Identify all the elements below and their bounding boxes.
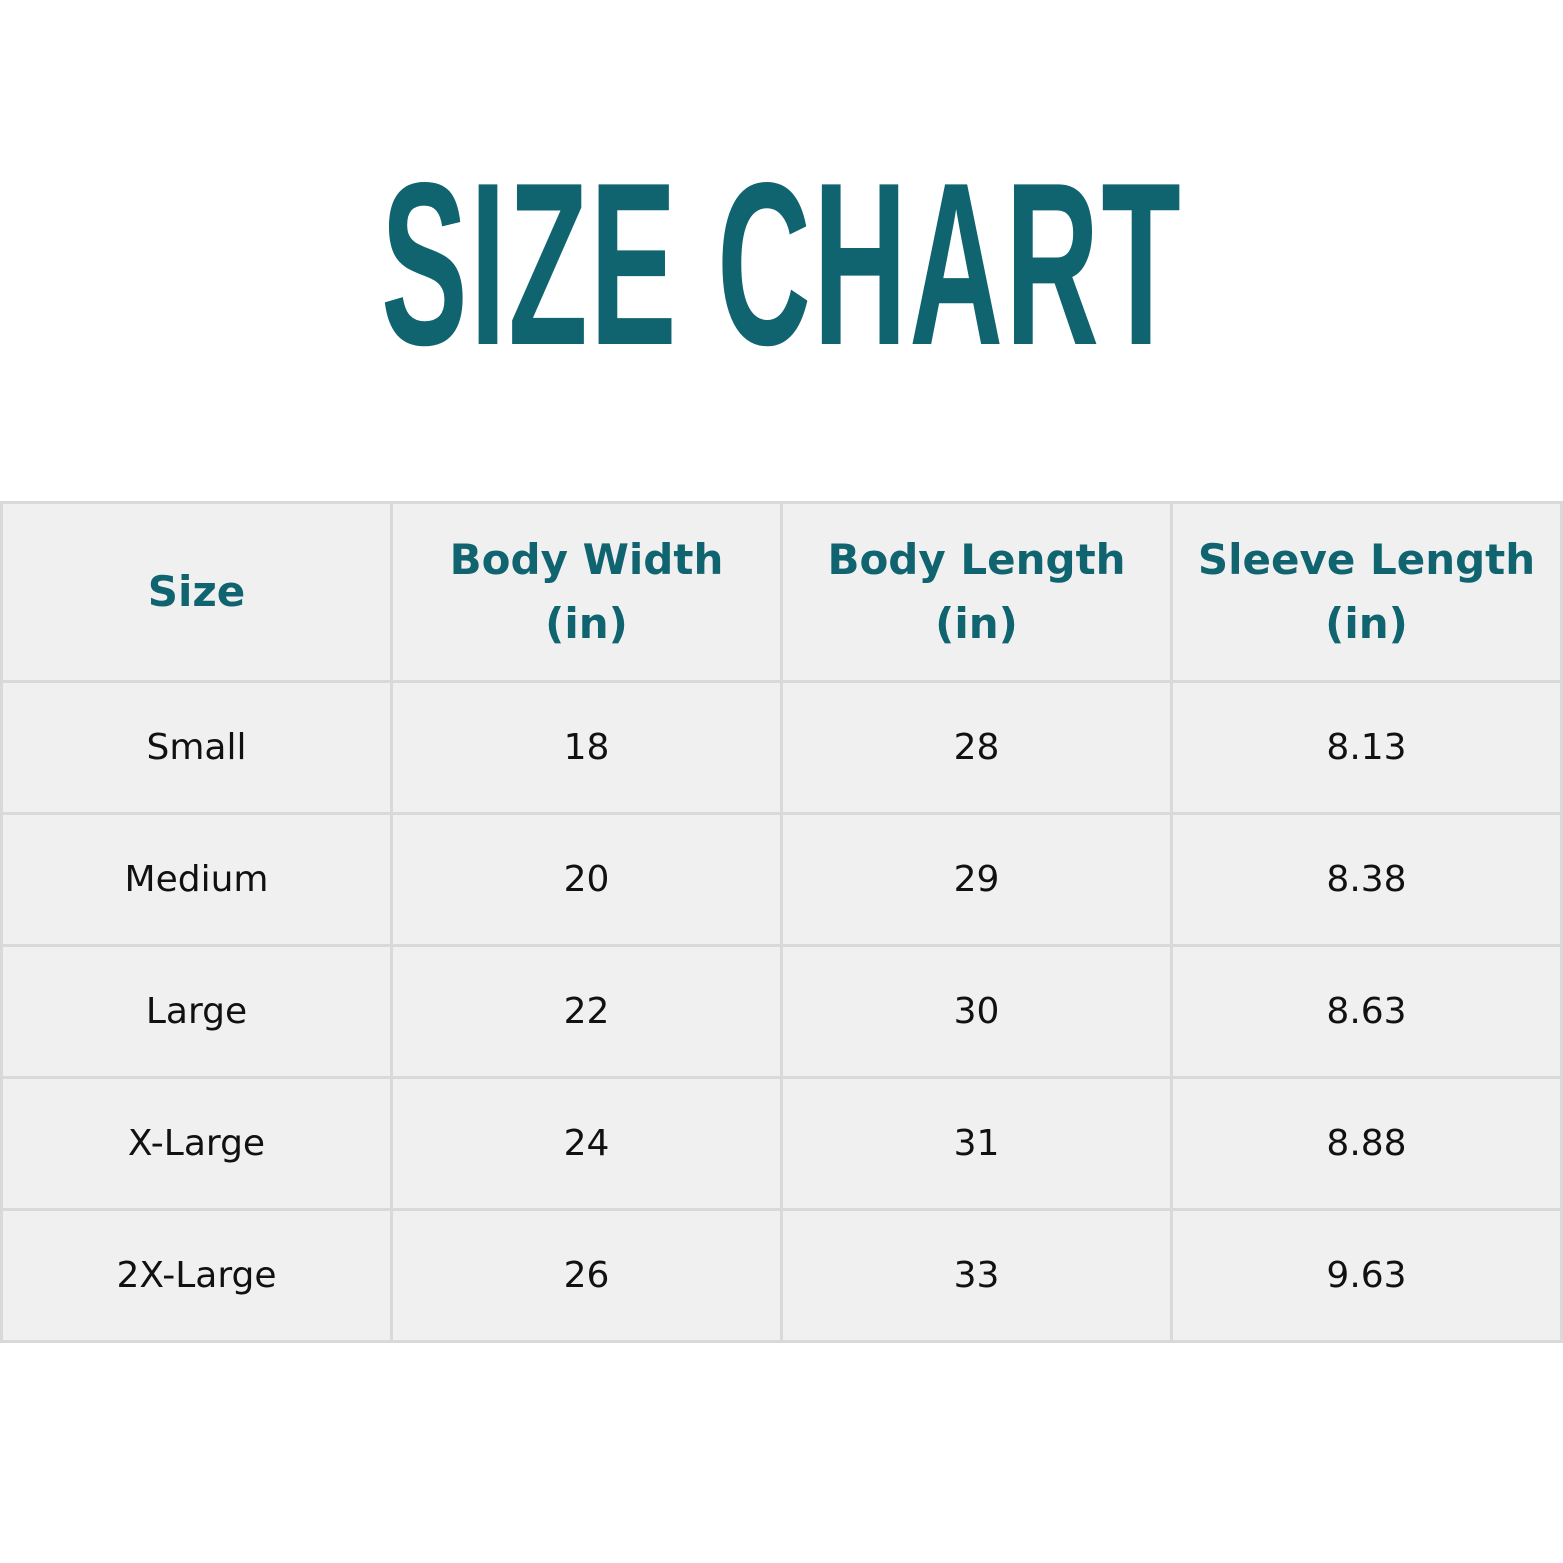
cell-sleeve-length: 9.63 [1170,1208,1563,1343]
cell-size: Small [0,680,393,815]
header-label: Sleeve Length [1197,535,1536,584]
table-row: Small 18 28 8.13 [0,680,1563,815]
cell-body-length: 31 [780,1076,1173,1211]
table-row: Large 22 30 8.63 [0,944,1563,1079]
title-container: SIZE CHART [0,135,1563,394]
table-row: Medium 20 29 8.38 [0,812,1563,947]
header-label: Size [147,567,246,616]
header-sleeve-length: Sleeve Length (in) [1170,501,1563,683]
cell-size: Large [0,944,393,1079]
table-row: X-Large 24 31 8.88 [0,1076,1563,1211]
size-table: Size Body Width (in) Body Length (in) Slee… [0,501,1563,1343]
header-row: Size Body Width (in) Body Length (in) Slee… [0,501,1563,683]
page-title: SIZE CHART [380,135,1183,394]
cell-size: X-Large [0,1076,393,1211]
cell-body-width: 20 [390,812,783,947]
cell-body-length: 30 [780,944,1173,1079]
header-unit: (in) [1325,599,1408,648]
cell-size: Medium [0,812,393,947]
cell-body-width: 26 [390,1208,783,1343]
header-unit: (in) [935,599,1018,648]
cell-body-width: 18 [390,680,783,815]
header-label: Body Length [827,535,1126,584]
cell-sleeve-length: 8.13 [1170,680,1563,815]
header-unit: (in) [545,599,628,648]
header-body-length: Body Length (in) [780,501,1173,683]
table-row: 2X-Large 26 33 9.63 [0,1208,1563,1343]
cell-body-length: 33 [780,1208,1173,1343]
cell-body-length: 28 [780,680,1173,815]
header-size: Size [0,501,393,683]
header-label: Body Width [449,535,724,584]
cell-sleeve-length: 8.63 [1170,944,1563,1079]
cell-body-width: 22 [390,944,783,1079]
cell-body-length: 29 [780,812,1173,947]
header-body-width: Body Width (in) [390,501,783,683]
cell-size: 2X-Large [0,1208,393,1343]
cell-body-width: 24 [390,1076,783,1211]
cell-sleeve-length: 8.88 [1170,1076,1563,1211]
cell-sleeve-length: 8.38 [1170,812,1563,947]
